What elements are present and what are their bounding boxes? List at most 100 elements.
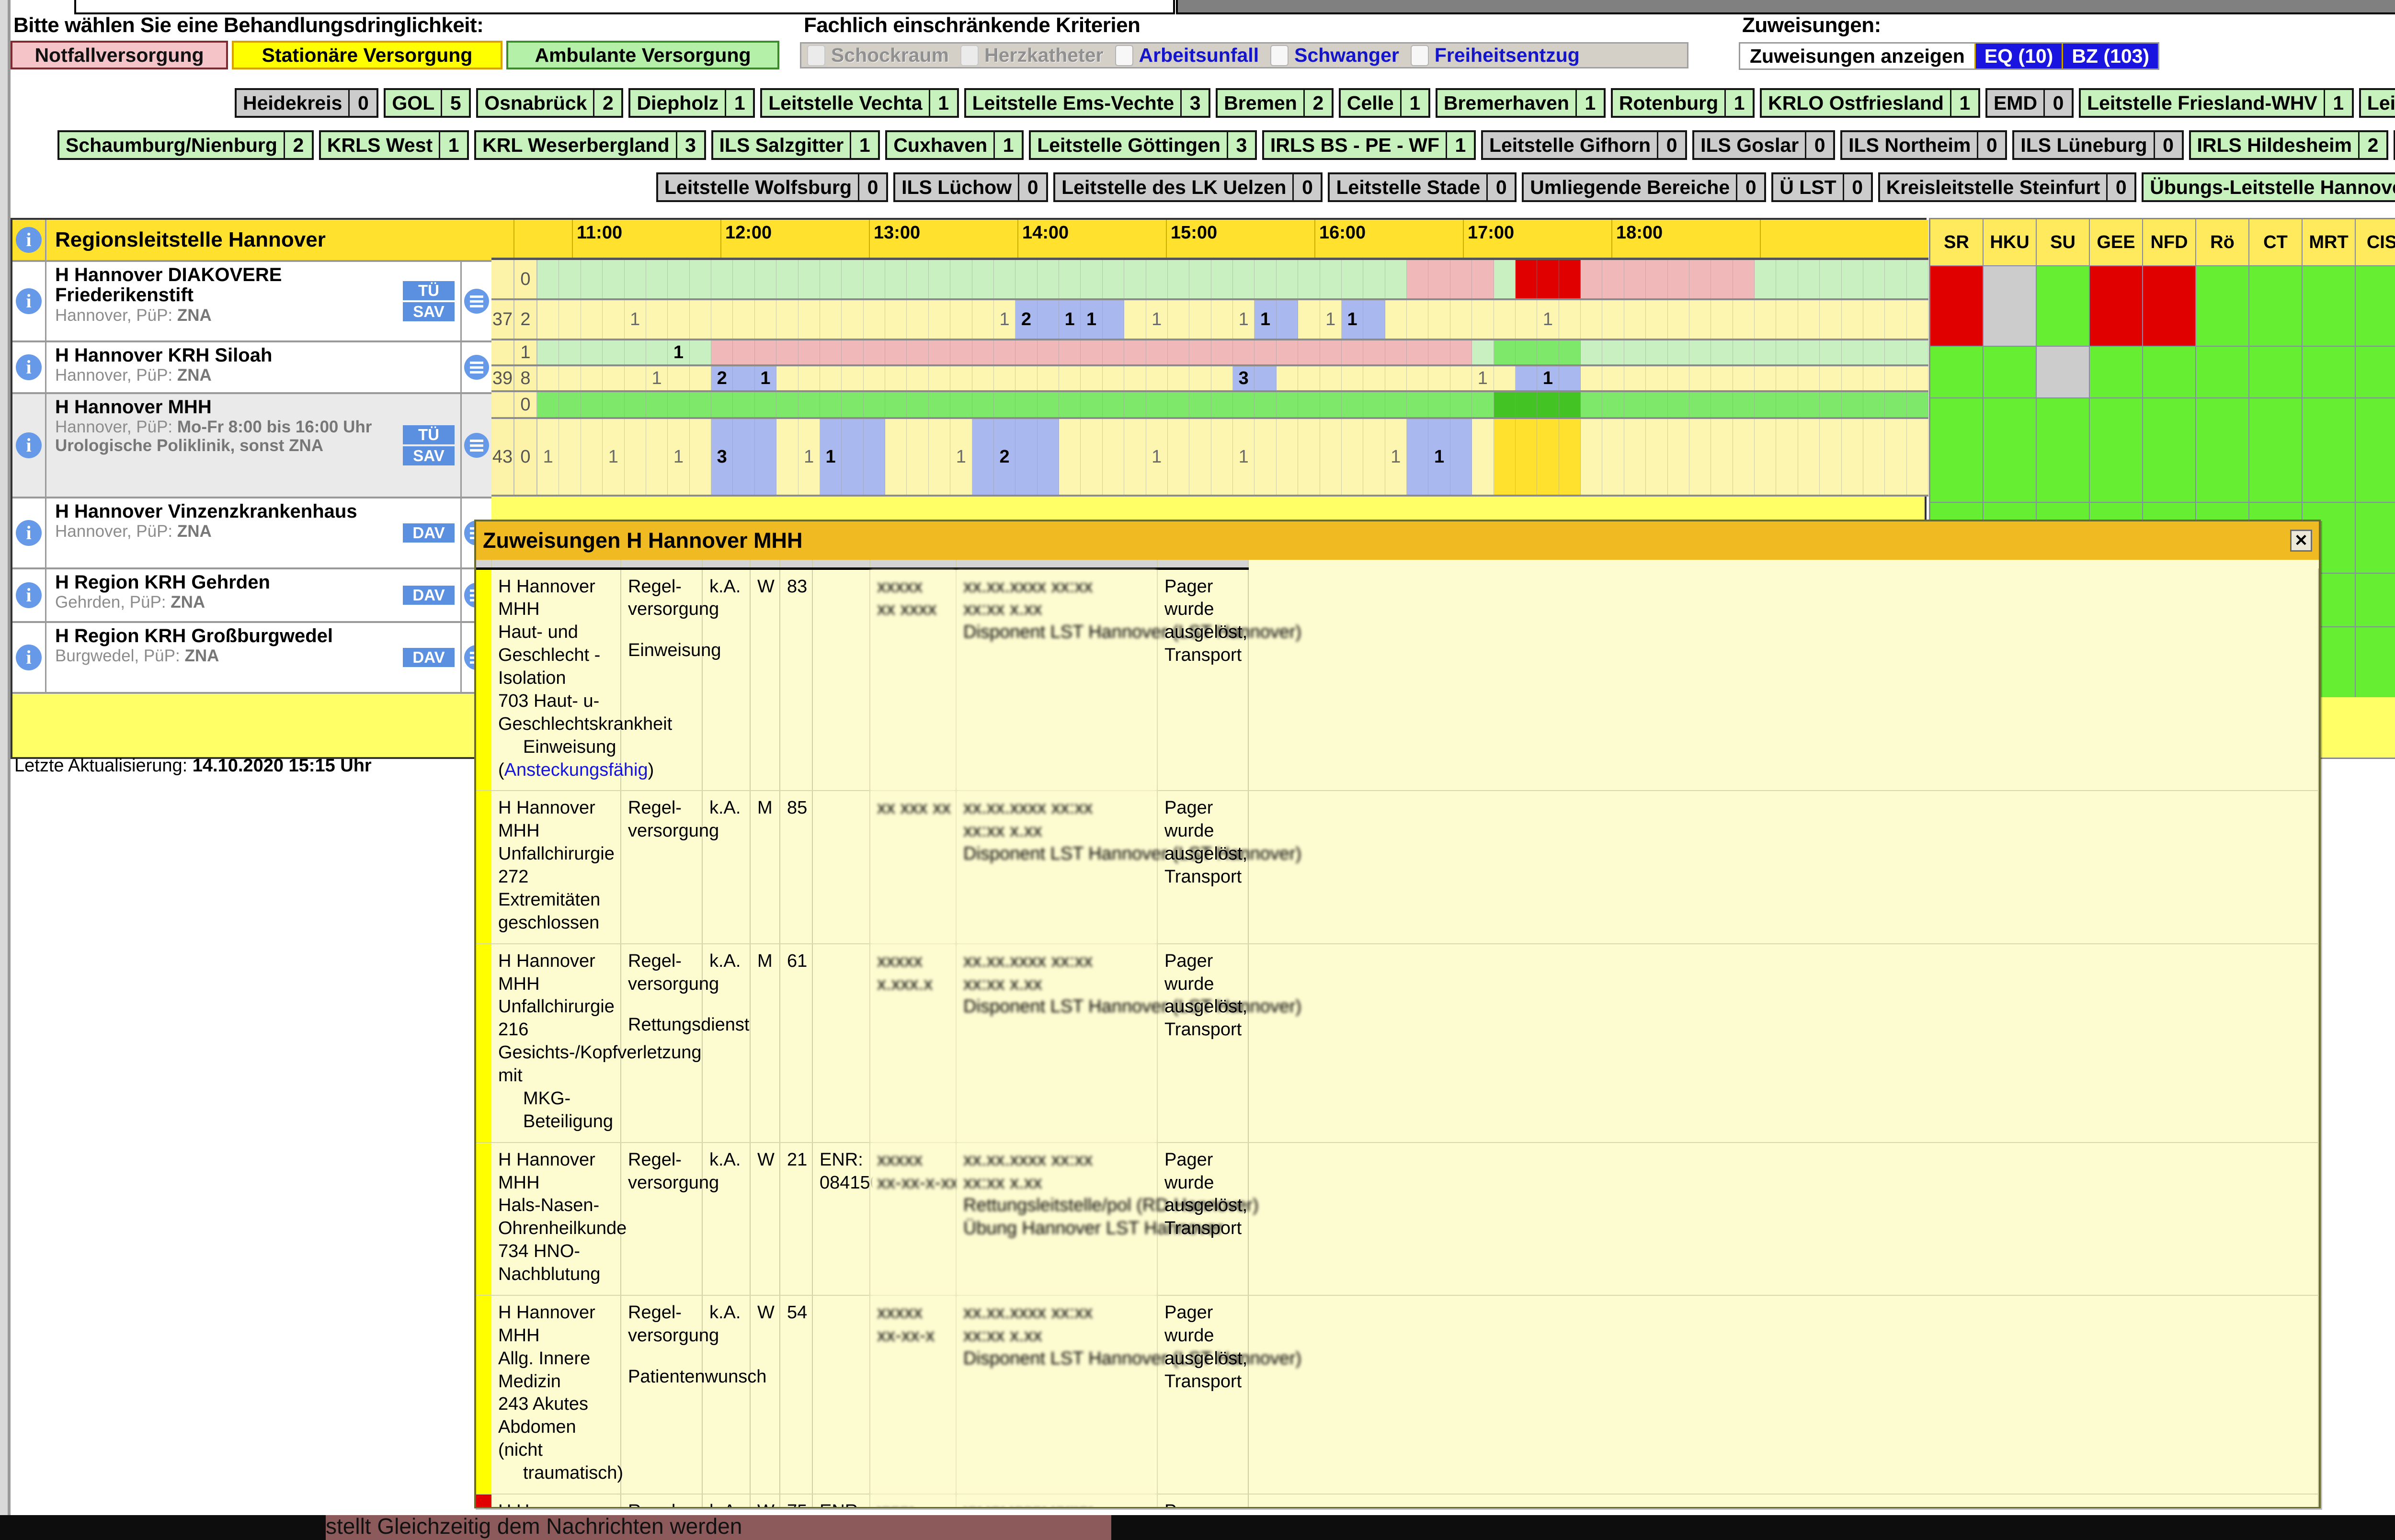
timeline-cell[interactable] [1755,260,1777,298]
timeline-cell[interactable] [1015,260,1038,298]
region-pill-ils-northeim[interactable]: ILS Northeim 0 [1840,130,2007,160]
timeline-cell[interactable] [1385,366,1407,390]
cell-actions[interactable] [1248,1142,2319,1296]
timeline-cell[interactable] [1537,260,1559,298]
table-row[interactable]: H Hannover MHH Unfallchirurgie 216 Gesicht… [476,943,2319,1143]
timeline-cell[interactable] [1037,392,1059,417]
timeline-cell[interactable] [907,340,929,364]
timeline-cell[interactable] [798,260,820,298]
matrix-status-cell[interactable] [2090,397,2143,502]
matrix-status-cell[interactable] [1930,397,1984,502]
timeline-cell[interactable] [1276,366,1299,390]
timeline-cell[interactable] [1276,300,1299,339]
criteria-item-arbeitsunfall[interactable]: Arbeitsunfall [1115,44,1259,67]
hospital-menu-cell[interactable] [460,342,491,392]
timeline-cell[interactable] [1581,392,1603,417]
hospital-menu-cell[interactable] [460,394,491,497]
timeline-cell[interactable] [776,260,798,298]
timeline-cell[interactable] [668,260,690,298]
timeline-cell[interactable] [1776,340,1798,364]
timeline-cell[interactable] [1798,300,1820,339]
timeline-cell[interactable] [1863,260,1885,298]
criteria-item-herzkatheter[interactable]: Herzkatheter [960,44,1104,67]
timeline-cell[interactable] [1341,340,1364,364]
timeline-cell[interactable] [1863,392,1885,417]
timeline-cell[interactable] [1711,260,1733,298]
region-pill-celle[interactable]: Celle 1 [1338,88,1430,118]
timeline-cell[interactable] [1428,392,1450,417]
timeline-cell[interactable] [1755,419,1777,495]
timeline-cell[interactable] [1255,260,1277,298]
timeline-cell[interactable]: 1 [603,419,625,495]
timeline-cell[interactable] [1906,260,1928,298]
timeline-cell[interactable] [1841,392,1863,417]
timeline-cell[interactable] [1602,300,1624,339]
timeline-cell[interactable] [863,260,885,298]
timeline-cell[interactable] [1624,366,1646,390]
cell-actions[interactable] [1248,568,2319,792]
timeline-cell[interactable] [1494,300,1516,339]
timeline-cell[interactable] [972,300,994,339]
close-icon[interactable]: ✕ [2290,530,2312,552]
timeline-cell[interactable] [668,392,690,417]
timeline-cell[interactable] [1363,419,1385,495]
timeline-cell[interactable] [1733,260,1755,298]
region-pill-krl-weserbergland[interactable]: KRL Weserbergland 3 [474,130,706,160]
cell-actions[interactable] [1248,1295,2319,1495]
timeline-cell[interactable] [624,419,646,495]
timeline-cell[interactable]: 1 [1233,300,1255,339]
hospital-tag-dav[interactable]: DAV [403,647,455,668]
timeline-cell[interactable] [624,340,646,364]
timeline-cell[interactable] [1081,366,1103,390]
cell-actions[interactable] [1248,791,2319,944]
timeline-cell[interactable] [733,419,755,495]
timeline-cell[interactable] [1602,419,1624,495]
timeline-cell[interactable] [1211,392,1233,417]
timeline-cell[interactable] [1494,366,1516,390]
info-icon[interactable]: i [16,354,42,380]
region-pill-bremen[interactable]: Bremen 2 [1216,88,1334,118]
timeline-cell[interactable] [537,392,559,417]
timeline-cell[interactable] [993,260,1016,298]
timeline-cell[interactable] [1450,392,1472,417]
timeline-cell[interactable]: 1 [1146,419,1168,495]
timeline-cell[interactable] [1124,300,1146,339]
timeline-cell[interactable] [1798,392,1820,417]
timeline-cell[interactable] [1276,260,1299,298]
timeline-cell[interactable] [624,392,646,417]
timeline-cell[interactable]: 1 [1255,300,1277,339]
timeline-cell[interactable] [537,366,559,390]
timeline-cell[interactable] [1885,300,1907,339]
timeline-cell[interactable] [1733,340,1755,364]
region-pill-leitstelle-friesland-whv[interactable]: Leitstelle Friesland-WHV 1 [2079,88,2354,118]
chrome-field-right[interactable] [1176,0,2395,14]
timeline-cell[interactable] [1646,366,1668,390]
region-pill-osnabr-ck[interactable]: Osnabrück 2 [476,88,624,118]
timeline-cell[interactable] [1581,260,1603,298]
timeline-cell[interactable]: 1 [668,419,690,495]
timeline-cell[interactable] [1407,260,1429,298]
timeline-cell[interactable] [1059,392,1081,417]
region-pill-cuxhaven[interactable]: Cuxhaven 1 [885,130,1024,160]
hospital-tag-sav[interactable]: SAV [403,302,455,322]
timeline-cell[interactable] [1537,340,1559,364]
timeline-cell[interactable] [1102,419,1125,495]
show-assignments-button[interactable]: Zuweisungen anzeigen [1740,44,1974,68]
timeline-cell[interactable] [972,392,994,417]
timeline-cell[interactable] [972,366,994,390]
timeline-cell[interactable] [1581,366,1603,390]
region-pill-bremerhaven[interactable]: Bremerhaven 1 [1435,88,1606,118]
timeline-cell[interactable] [972,419,994,495]
timeline-cell[interactable] [1450,260,1472,298]
region-pill-leitstelle-verden[interactable]: Leitstelle Verden1 [2359,88,2395,118]
timeline-cell[interactable] [733,366,755,390]
timeline-cell[interactable] [993,340,1016,364]
timeline-cell[interactable]: 1 [1233,419,1255,495]
timeline-cell[interactable] [1363,392,1385,417]
timeline-cell[interactable] [820,300,842,339]
cell-actions[interactable] [1248,943,2319,1143]
timeline-cell[interactable] [1167,300,1190,339]
timeline-cell[interactable] [1385,260,1407,298]
timeline-cell[interactable] [646,260,668,298]
timeline-cell[interactable] [1885,340,1907,364]
